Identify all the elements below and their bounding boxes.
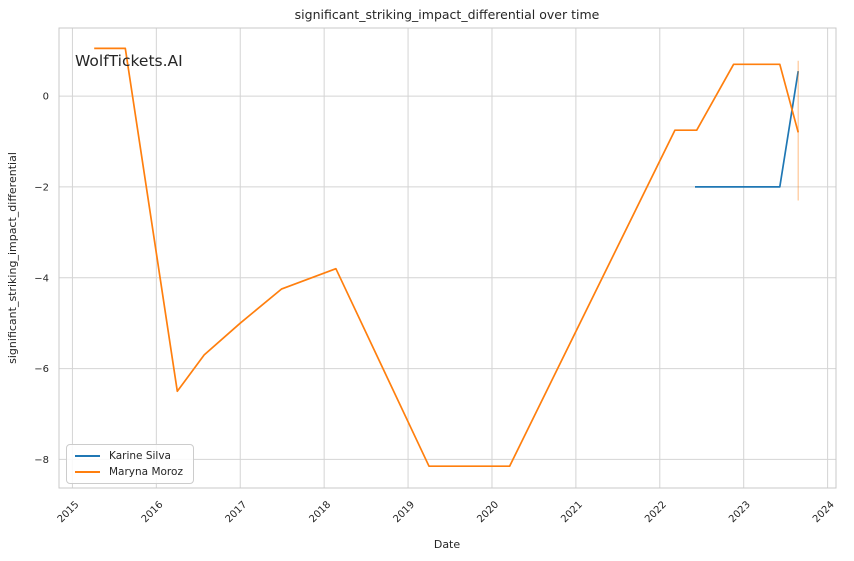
x-tick-label: 2016 [140, 499, 166, 525]
y-tick-label: −6 [34, 364, 49, 375]
y-axis-label: significant_striking_impact_differential [6, 152, 19, 364]
legend: Karine Silva Maryna Moroz [66, 444, 194, 484]
grid [59, 28, 836, 488]
x-tick-label: 2020 [475, 499, 501, 525]
y-tick-label: −2 [34, 182, 49, 193]
series-line-karine-silva [695, 70, 800, 188]
x-tick-label: 2018 [307, 499, 333, 525]
chart-title: significant_striking_impact_differential… [295, 7, 600, 22]
series-layer [94, 47, 800, 468]
x-tick-label: 2022 [643, 499, 669, 525]
y-tick-label: 0 [43, 92, 49, 103]
x-tick-label: 2019 [391, 499, 417, 525]
series-line-maryna-moroz [94, 47, 800, 468]
x-axis-label: Date [434, 538, 461, 551]
legend-label: Maryna Moroz [109, 466, 183, 478]
y-tick-labels: 0 −2 −4 −6 −8 [34, 92, 49, 466]
x-tick-label: 2021 [559, 499, 585, 525]
legend-item-karine-silva: Karine Silva [75, 450, 183, 462]
x-tick-labels: 2015 2016 2017 2018 2019 2020 2021 2022 2023 2024 [56, 499, 837, 525]
legend-line-sample-orange [75, 471, 100, 473]
plot-border [58, 27, 837, 489]
watermark-text: WolfTickets.AI [75, 52, 183, 70]
legend-line-sample-blue [75, 455, 100, 457]
x-tick-label: 2024 [811, 499, 837, 525]
x-tick-label: 2017 [224, 499, 250, 525]
x-tick-label: 2023 [727, 499, 753, 525]
y-tick-label: −4 [34, 273, 49, 284]
y-tick-label: −8 [34, 455, 49, 466]
legend-label: Karine Silva [109, 450, 171, 462]
x-tick-label: 2015 [56, 499, 82, 525]
legend-item-maryna-moroz: Maryna Moroz [75, 466, 183, 478]
